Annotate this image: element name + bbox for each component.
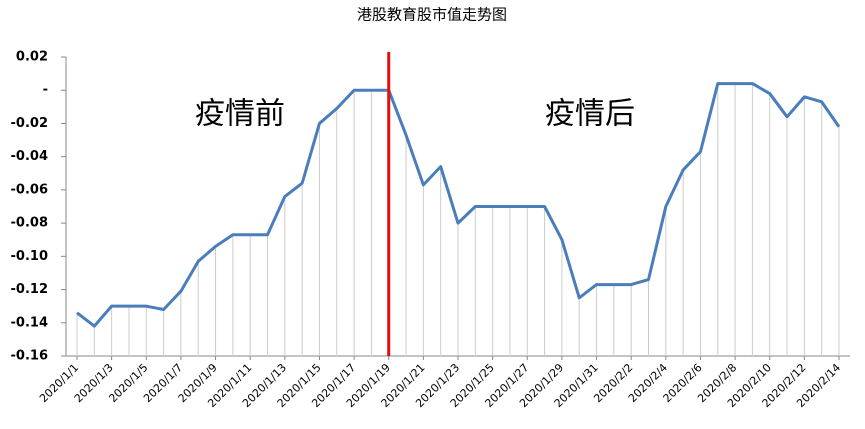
y-tick-label: -0.10 bbox=[11, 249, 48, 264]
y-tick-label: -0.06 bbox=[11, 182, 48, 197]
series-line bbox=[76, 82, 841, 328]
annotation: 疫情后 bbox=[545, 97, 635, 132]
y-tick-label: -0.08 bbox=[11, 216, 48, 231]
chart-title: 港股教育股市值走势图 bbox=[357, 6, 507, 24]
y-tick-label: -0.04 bbox=[11, 149, 48, 164]
y-tick-label: -0.16 bbox=[11, 349, 48, 364]
y-tick-label: -0.12 bbox=[11, 282, 48, 297]
y-tick-label: -0.14 bbox=[11, 315, 48, 330]
y-tick-label: -0.02 bbox=[11, 116, 48, 131]
y-tick-label: 0.02 bbox=[16, 50, 48, 65]
annotation: 疫情前 bbox=[195, 97, 285, 132]
y-tick-label: - bbox=[43, 83, 48, 98]
